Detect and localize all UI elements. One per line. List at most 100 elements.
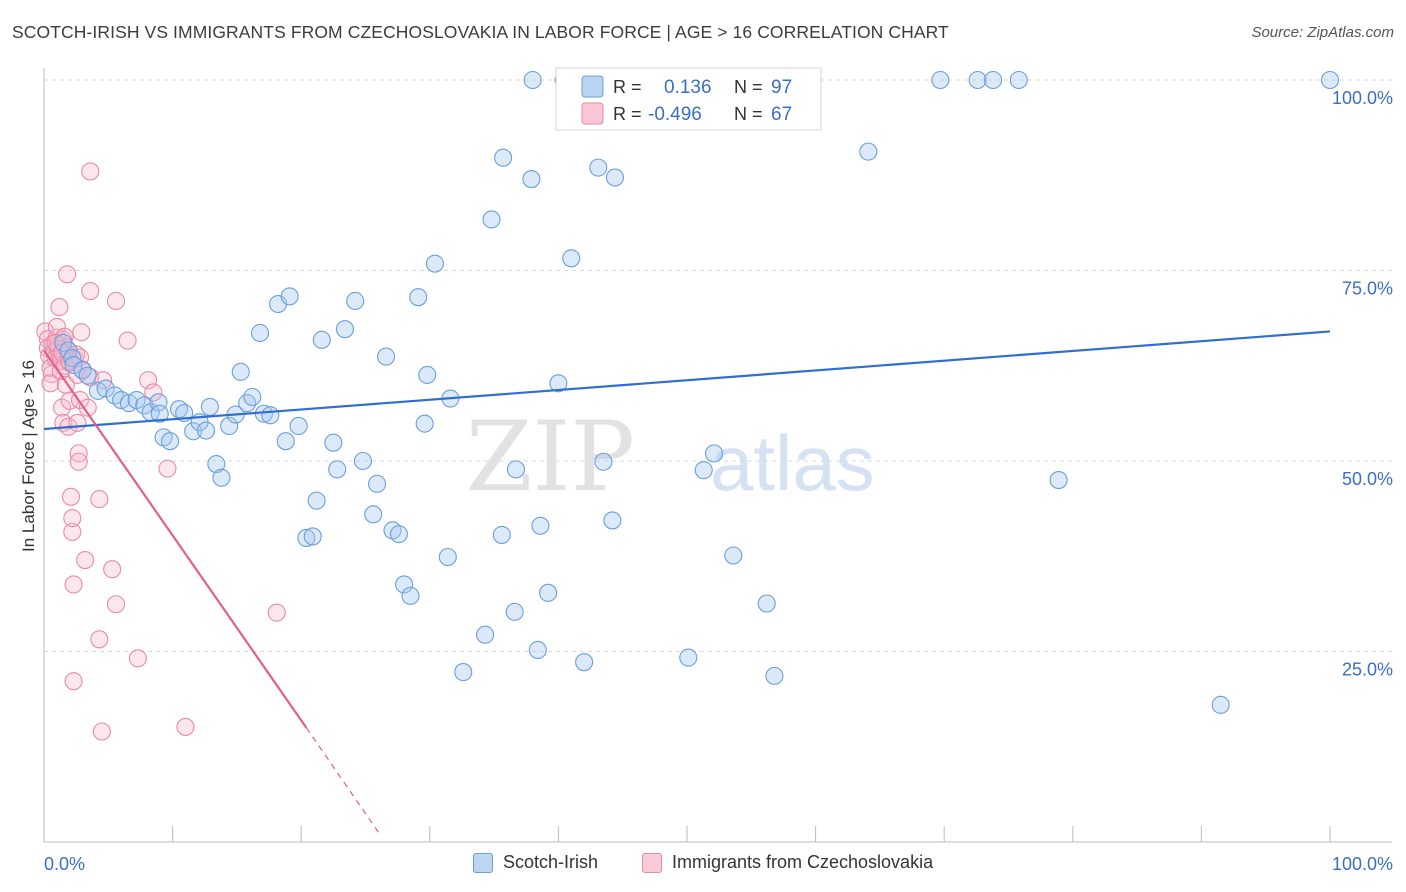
stats-n-value-2: 67 [771,104,792,125]
stats-swatch-pink [581,102,604,125]
pink-point-31 [63,509,82,528]
grid-lines [44,79,1392,652]
blue-point-25 [212,468,231,487]
blue-point-15 [150,404,169,423]
blue-point-24 [207,454,226,474]
blue-point-8 [105,386,124,405]
watermark-atlas: atlas [710,419,875,507]
legend-label-scotch-irish: Scotch-Irish [503,852,599,872]
blue-point-46 [353,451,372,471]
blue-point-93 [1049,470,1068,490]
pink-point-60 [158,459,177,478]
blue-point-61 [476,625,495,644]
blue-point-30 [243,387,262,407]
pink-point-39 [69,452,88,471]
blue-point-87 [765,666,784,685]
blue-point-4 [73,361,92,380]
series-czechoslovakia-points [36,162,286,741]
blue-point-2 [63,349,82,368]
pink-point-56 [118,331,137,350]
blue-point-69 [528,640,547,660]
blue-point-77 [594,452,613,471]
blue-point-35 [276,432,295,451]
y-tick-label-25: 25.0% [1342,660,1393,680]
pink-point-57 [128,649,147,668]
stats-n-label-1: N = [734,77,763,97]
stats-r-label-1: R = [613,77,642,97]
pink-point-61 [176,717,195,736]
blue-point-14 [149,393,168,412]
pink-point-30 [63,522,82,541]
axes [43,68,1392,843]
blue-point-28 [231,362,250,381]
blue-point-40 [307,491,326,510]
legend-swatch-pink [642,852,662,873]
blue-point-22 [196,421,216,440]
pink-point-49 [90,490,109,509]
legend-item-scotch-irish: Scotch-Irish [473,852,598,873]
stats-r-label-2: R = [613,104,642,124]
legend-item-czechoslovakia: Immigrants from Czechoslovakia [642,852,933,873]
pink-point-6 [41,374,60,393]
blue-point-23 [200,397,219,416]
blue-point-79 [605,168,625,187]
blue-point-56 [418,365,437,384]
pink-point-62 [267,603,286,622]
x-tick-label-max: 100.0% [1332,854,1393,874]
blue-point-66 [505,602,524,621]
blue-point-68 [523,70,542,90]
pink-point-53 [103,560,122,579]
trend-lines [43,330,1331,837]
pink-point-32 [64,575,83,594]
blue-point-42 [324,433,343,452]
blue-point-48 [368,474,387,493]
blue-point-54 [409,288,428,307]
blue-point-62 [482,210,501,229]
blue-point-47 [364,505,383,524]
series-scotch-irish-points [54,70,1340,714]
blue-point-86 [757,594,776,613]
blue-point-64 [494,148,513,167]
blue-point-67 [522,170,541,189]
blue-point-94 [1211,695,1230,714]
pink-point-44 [76,551,95,570]
blue-point-5 [78,366,97,385]
pink-point-42 [72,323,91,342]
blue-point-3 [64,355,83,375]
blue-point-90 [968,70,987,90]
blue-point-7 [96,379,115,398]
watermark-zip: ZIP [466,401,635,513]
blue-point-60 [454,663,473,682]
pink-point-45 [78,398,97,417]
pink-point-59 [144,383,163,402]
blue-point-76 [589,158,608,177]
pink-point-55 [106,291,126,311]
stats-swatch-blue [581,75,604,98]
y-axis-label: In Labor Force | Age > 16 [19,360,38,552]
blue-point-71 [539,583,558,602]
trend-line-czechoslovakia-extrapolated [305,727,382,837]
chart-title: SCOTCH-IRISH VS IMMIGRANTS FROM CZECHOSL… [12,22,949,42]
blue-point-95 [1320,70,1340,90]
y-tick-label-100: 100.0% [1332,88,1393,108]
pink-point-29 [61,487,81,506]
blue-point-49 [377,347,396,366]
stats-legend: R = 0.136 N = 97 R = -0.496 N = 67 [555,67,822,131]
legend-swatch-blue [473,852,493,873]
pink-point-50 [90,630,109,649]
blue-point-91 [984,70,1003,90]
trend-line-czechoslovakia [43,349,308,729]
blue-point-92 [1009,70,1028,90]
blue-point-26 [220,416,239,435]
pink-point-51 [92,722,111,741]
blue-point-38 [297,528,316,548]
stats-n-label-2: N = [734,104,763,124]
bottom-legend: Scotch-Irish Immigrants from Czechoslova… [0,850,1406,878]
blue-point-33 [261,406,280,425]
blue-point-17 [160,432,180,451]
blue-point-63 [492,525,511,544]
blue-point-45 [346,291,365,311]
pink-point-14 [50,298,69,317]
pink-point-48 [81,282,100,301]
